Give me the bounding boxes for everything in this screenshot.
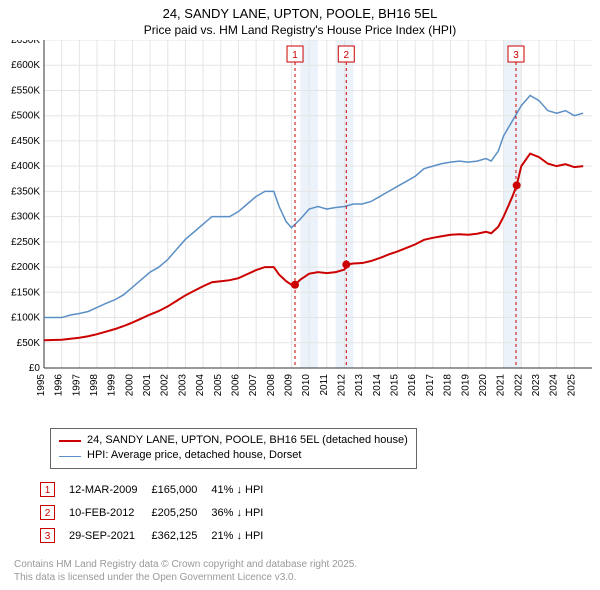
x-tick-label: 2014 — [372, 374, 383, 397]
sale-row-price: £205,250 — [151, 501, 211, 524]
sale-marker-number: 3 — [513, 50, 519, 61]
sale-row-date: 29-SEP-2021 — [69, 524, 151, 547]
x-tick-label: 1998 — [89, 374, 100, 397]
x-tick-label: 2017 — [425, 374, 436, 397]
x-tick-label: 2016 — [407, 374, 418, 397]
y-tick-label: £500K — [11, 111, 40, 122]
legend-item-price_paid: 24, SANDY LANE, UPTON, POOLE, BH16 5EL (… — [59, 433, 408, 448]
x-tick-label: 2009 — [283, 374, 294, 397]
x-tick-label: 2006 — [230, 374, 241, 397]
x-tick-label: 1997 — [71, 374, 82, 397]
legend-swatch — [59, 440, 81, 442]
y-tick-label: £150K — [11, 287, 40, 298]
x-tick-label: 2011 — [319, 374, 330, 396]
sale-row-date: 12-MAR-2009 — [69, 478, 151, 501]
x-tick-label: 2010 — [301, 374, 312, 397]
x-tick-label: 2007 — [248, 374, 259, 397]
y-tick-label: £250K — [11, 237, 40, 248]
x-tick-label: 1996 — [54, 374, 65, 397]
sale-row-marker: 1 — [40, 482, 55, 497]
sale-row-marker: 2 — [40, 505, 55, 520]
footer-line-1: Contains HM Land Registry data © Crown c… — [14, 559, 357, 572]
y-tick-label: £200K — [11, 262, 40, 273]
x-tick-label: 2008 — [266, 374, 277, 397]
x-tick-label: 2000 — [124, 374, 135, 397]
price-chart: £0 £50K £100K £150K £200K £250K £300K £350K £400… — [0, 40, 600, 420]
y-tick-label: £350K — [11, 186, 40, 197]
x-tick-label: 2004 — [195, 374, 206, 397]
title-line-2: Price paid vs. HM Land Registry's House … — [0, 23, 600, 39]
x-tick-label: 2025 — [566, 374, 577, 397]
sale-row-delta: 21% ↓ HPI — [211, 524, 277, 547]
legend-item-hpi: HPI: Average price, detached house, Dors… — [59, 448, 408, 463]
sale-row-delta: 36% ↓ HPI — [211, 501, 277, 524]
shaded-band — [504, 40, 522, 368]
y-tick-label: £50K — [17, 338, 41, 349]
sale-marker-number: 1 — [292, 50, 298, 61]
y-tick-label: £400K — [11, 161, 40, 172]
sale-row: 1 12-MAR-2009£165,00041% ↓ HPI — [40, 478, 277, 501]
sale-row-date: 10-FEB-2012 — [69, 501, 151, 524]
y-tick-label: £600K — [11, 60, 40, 71]
sale-row: 3 29-SEP-2021£362,12521% ↓ HPI — [40, 524, 277, 547]
y-tick-label: £300K — [11, 212, 40, 223]
legend-label: HPI: Average price, detached house, Dors… — [87, 448, 301, 463]
x-tick-label: 2002 — [160, 374, 171, 397]
y-tick-label: £450K — [11, 136, 40, 147]
x-tick-label: 2024 — [549, 374, 560, 397]
sale-row: 2 10-FEB-2012£205,25036% ↓ HPI — [40, 501, 277, 524]
footer-attribution: Contains HM Land Registry data © Crown c… — [14, 559, 357, 584]
x-tick-label: 2023 — [531, 374, 542, 397]
title-line-1: 24, SANDY LANE, UPTON, POOLE, BH16 5EL — [0, 6, 600, 23]
x-tick-label: 2012 — [337, 374, 348, 397]
x-tick-label: 2021 — [496, 374, 507, 397]
x-tick-label: 2018 — [443, 374, 454, 397]
sale-row-delta: 41% ↓ HPI — [211, 478, 277, 501]
x-tick-label: 2020 — [478, 374, 489, 397]
x-tick-label: 2001 — [142, 374, 153, 397]
x-tick-label: 2013 — [354, 374, 365, 397]
x-tick-label: 1995 — [36, 374, 47, 397]
legend-swatch — [59, 456, 81, 457]
chart-legend: 24, SANDY LANE, UPTON, POOLE, BH16 5EL (… — [50, 428, 417, 469]
x-tick-label: 2003 — [177, 374, 188, 397]
sales-table: 1 12-MAR-2009£165,00041% ↓ HPI 2 10-FEB-201… — [40, 478, 277, 547]
y-tick-label: £100K — [11, 313, 40, 324]
sale-row-price: £362,125 — [151, 524, 211, 547]
legend-label: 24, SANDY LANE, UPTON, POOLE, BH16 5EL (… — [87, 433, 408, 448]
y-tick-label: £0 — [29, 363, 41, 374]
sale-marker-number: 2 — [344, 50, 350, 61]
chart-titles: 24, SANDY LANE, UPTON, POOLE, BH16 5EL P… — [0, 0, 600, 38]
footer-line-2: This data is licensed under the Open Gov… — [14, 572, 357, 585]
x-tick-label: 2015 — [390, 374, 401, 397]
y-tick-label: £650K — [11, 40, 40, 46]
x-tick-label: 2019 — [460, 374, 471, 397]
sale-row-price: £165,000 — [151, 478, 211, 501]
sale-row-marker: 3 — [40, 528, 55, 543]
x-tick-label: 1999 — [107, 374, 118, 397]
x-tick-label: 2005 — [213, 374, 224, 397]
x-tick-label: 2022 — [513, 374, 524, 397]
sale-marker-dot — [513, 181, 521, 189]
y-tick-label: £550K — [11, 85, 40, 96]
